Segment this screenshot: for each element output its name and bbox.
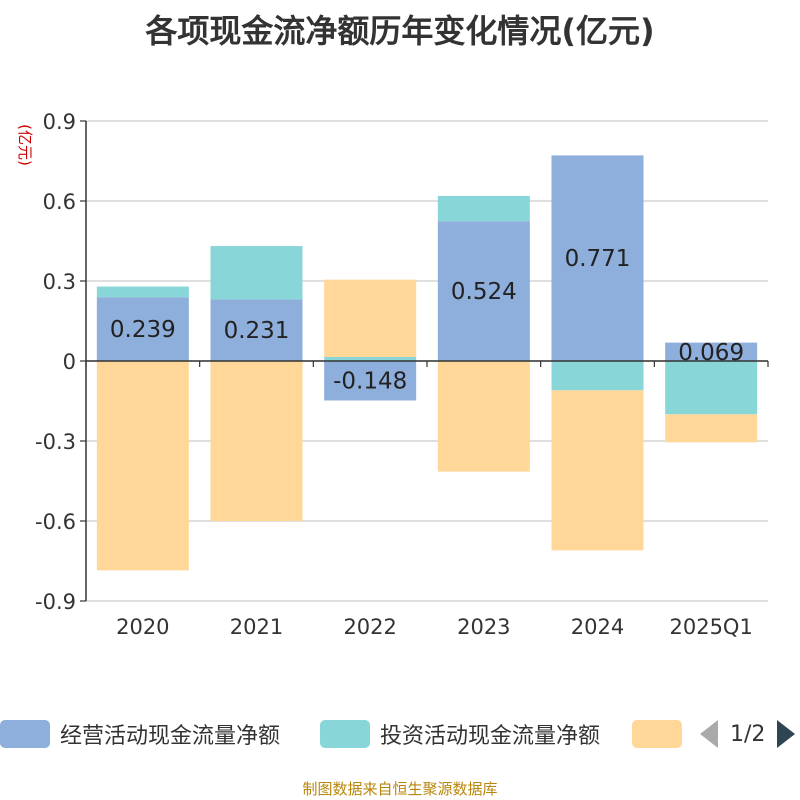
bar-series-0-2023[interactable]: [437, 221, 530, 361]
y-tick-label: 0.6: [43, 190, 76, 214]
data-label: 0.069: [678, 340, 744, 366]
legend-item-operating[interactable]: 经营活动现金流量净额: [0, 716, 280, 752]
chart-title: 各项现金流净额历年变化情况(亿元): [145, 12, 655, 50]
bar-series-0-2025Q1[interactable]: [665, 342, 758, 361]
legend-swatch-third: [632, 720, 682, 748]
data-label: 0.771: [565, 246, 631, 272]
bar-series-0-2020[interactable]: [96, 297, 189, 361]
y-tick-label: 0: [63, 350, 76, 374]
bar-series-2-2025Q1[interactable]: [665, 414, 758, 443]
bar-series-1-2020[interactable]: [96, 286, 189, 298]
y-axis-label: (亿元): [16, 124, 34, 166]
x-tick-label: 2024: [571, 615, 624, 639]
axes: 0.9 0.6 0.3 0 -0.3 -0.6 -0.9 2020 2021 2022 2023 20…: [35, 110, 769, 639]
data-label: -0.148: [333, 369, 407, 395]
bar-series-2-2023[interactable]: [437, 361, 530, 472]
bar-series-2-2022[interactable]: [324, 279, 417, 357]
bar-series-1-2021[interactable]: [210, 246, 303, 300]
data-label: 0.231: [224, 318, 290, 344]
source-note: 制图数据来自恒生聚源数据库: [302, 780, 498, 798]
legend-item-third[interactable]: [632, 716, 682, 752]
bar-series-1-2024[interactable]: [551, 361, 644, 391]
x-tick-label: 2023: [457, 615, 510, 639]
y-tick-label: 0.3: [43, 270, 76, 294]
bar-series-0-2021[interactable]: [210, 299, 303, 361]
legend: 经营活动现金流量净额 投资活动现金流量净额 1/2: [0, 716, 800, 752]
legend-label-operating: 经营活动现金流量净额: [60, 724, 281, 749]
y-tick-label: -0.3: [35, 430, 76, 454]
x-tick-label: 2020: [116, 615, 169, 639]
bar-series-2-2021[interactable]: [210, 361, 303, 521]
bar-series-2-2020[interactable]: [96, 361, 189, 571]
bar-series-2-2024[interactable]: [551, 390, 644, 551]
bar-series-0-2024[interactable]: [551, 155, 644, 361]
x-tick-label: 2021: [230, 615, 283, 639]
next-page-icon[interactable]: [777, 720, 796, 748]
y-tick-label: -0.9: [35, 590, 76, 614]
legend-swatch-investing: [320, 720, 370, 748]
legend-page-indicator: 1/2: [730, 721, 766, 747]
legend-label-investing: 投资活动现金流量净额: [380, 724, 601, 749]
legend-item-investing[interactable]: 投资活动现金流量净额: [320, 716, 600, 752]
y-tick-label: 0.9: [43, 110, 76, 134]
legend-swatch-operating: [0, 720, 50, 748]
prev-page-icon[interactable]: [700, 720, 718, 748]
data-label: 0.524: [451, 279, 517, 305]
x-tick-label: 2025Q1: [669, 615, 752, 639]
bar-series-1-2025Q1[interactable]: [665, 361, 758, 415]
chart-plot: 0.9 0.6 0.3 0 -0.3 -0.6 -0.9 2020 2021 2022 2023 20…: [16, 110, 769, 639]
legend-pager: 1/2: [700, 716, 796, 752]
bar-series-1-2023[interactable]: [437, 195, 530, 222]
y-tick-label: -0.6: [35, 510, 76, 534]
bars: [96, 155, 758, 571]
data-label: 0.239: [110, 317, 176, 343]
bar-series-1-2022[interactable]: [324, 357, 417, 361]
x-tick-label: 2022: [343, 615, 396, 639]
bar-series-0-2022[interactable]: [324, 361, 417, 401]
data-labels: 0.239 0.231 -0.148 0.524 0.771 0.069: [110, 246, 744, 395]
